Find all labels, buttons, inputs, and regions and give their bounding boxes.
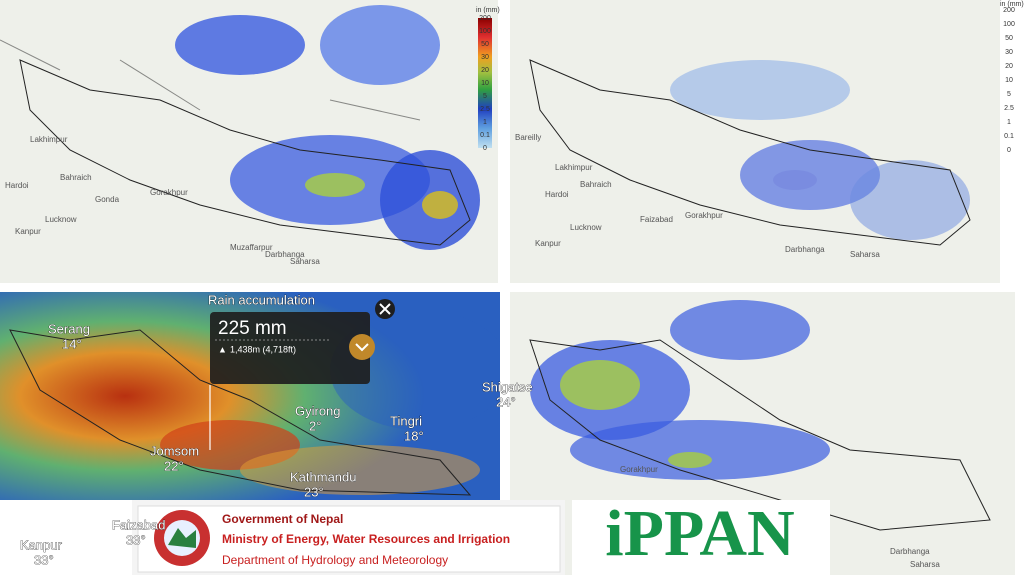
banner-line: Ministry of Energy, Water Resources and … xyxy=(222,532,510,546)
place-label: Saharsa xyxy=(850,250,880,259)
city-label: Gyirong xyxy=(295,403,341,418)
city-temp: 23° xyxy=(304,484,324,499)
popup-amount: 225 mm xyxy=(218,318,287,339)
place-label: Lakhimpur xyxy=(555,163,593,172)
legend-unit: in (mm) xyxy=(1000,1,1024,8)
city-label: Serang xyxy=(48,321,90,336)
city-temp: 18° xyxy=(404,428,424,443)
city-label: Jomsom xyxy=(150,443,199,458)
place-label: Darbhanga xyxy=(265,250,305,259)
place-label: Hardoi xyxy=(5,181,29,190)
place-label: Gorakhpur xyxy=(620,465,658,474)
city-temp: 24° xyxy=(496,394,516,409)
place-label: Bahraich xyxy=(60,173,92,182)
legend-label: 100 xyxy=(1003,21,1015,28)
city-temp: 2° xyxy=(309,418,321,433)
expand-button[interactable] xyxy=(349,334,375,360)
city-label: Faizabad xyxy=(112,517,165,532)
place-label: Lakhimpur xyxy=(30,135,68,144)
place-label: Saharsa xyxy=(290,257,320,266)
legend-label: 5 xyxy=(1007,91,1011,98)
city-temp: 22° xyxy=(164,458,184,473)
city-temp: 33° xyxy=(34,552,54,567)
legend-label: 20 xyxy=(481,67,489,74)
legend-label: 2.5 xyxy=(480,106,490,113)
place-label: Kanpur xyxy=(535,239,561,248)
legend-label: 5 xyxy=(483,93,487,100)
place-label: Gorakhpur xyxy=(685,211,723,220)
legend-label: 50 xyxy=(481,41,489,48)
place-label: Bareilly xyxy=(515,133,541,142)
place-label: Bahraich xyxy=(580,180,612,189)
city-temp: 14° xyxy=(62,336,82,351)
city-label: Shigatse xyxy=(482,379,533,394)
legend-label: 0 xyxy=(1007,147,1011,154)
place-label: Hardoi xyxy=(545,190,569,199)
banner-line: Department of Hydrology and Meteorology xyxy=(222,553,448,567)
legend-unit: in (mm) xyxy=(476,7,500,14)
legend-bar xyxy=(478,18,492,148)
popup xyxy=(210,312,370,384)
legend-label: 10 xyxy=(1005,77,1013,84)
map-panel-2 xyxy=(510,0,1000,283)
legend-label: 1 xyxy=(1007,119,1011,126)
place-label: Lucknow xyxy=(45,215,77,224)
city-label: Kanpur xyxy=(20,537,63,552)
popup-title: Rain accumulation xyxy=(208,292,315,307)
legend-label: 1 xyxy=(483,119,487,126)
map-panel-3 xyxy=(0,292,500,500)
legend-label: 50 xyxy=(1005,35,1013,42)
place-label: Darbhanga xyxy=(890,547,930,556)
place-label: Saharsa xyxy=(910,560,940,569)
popup-elevation: 1,438m (4,718ft) xyxy=(230,344,296,354)
city-label: Tingri xyxy=(390,413,422,428)
legend-label: 20 xyxy=(1005,63,1013,70)
place-label: Kanpur xyxy=(15,227,41,236)
logo-box xyxy=(572,500,830,575)
legend-label: 0.1 xyxy=(480,132,490,139)
legend-label: 30 xyxy=(481,54,489,61)
popup-elevation-icon: ▲ xyxy=(218,344,227,354)
place-label: Faizabad xyxy=(640,215,673,224)
city-label: Kathmandu xyxy=(290,469,357,484)
map-panel-1 xyxy=(0,0,498,283)
place-label: Gonda xyxy=(95,195,120,204)
legend-label: 10 xyxy=(481,80,489,87)
legend-label: 0.1 xyxy=(1004,133,1014,140)
banner-line: Government of Nepal xyxy=(222,512,343,526)
logo: iPPAN xyxy=(605,497,794,570)
place-label: Darbhanga xyxy=(785,245,825,254)
legend-label: 2.5 xyxy=(1004,105,1014,112)
place-label: Muzaffarpur xyxy=(230,243,273,252)
legend-label: 100 xyxy=(479,28,491,35)
legend-label: 0 xyxy=(483,145,487,152)
place-label: Gorakhpur xyxy=(150,188,188,197)
legend-label: 30 xyxy=(1005,49,1013,56)
legend-label: 200 xyxy=(479,15,491,22)
legend-label: 200 xyxy=(1003,7,1015,14)
place-label: Lucknow xyxy=(570,223,602,232)
city-temp: 33° xyxy=(126,532,146,547)
